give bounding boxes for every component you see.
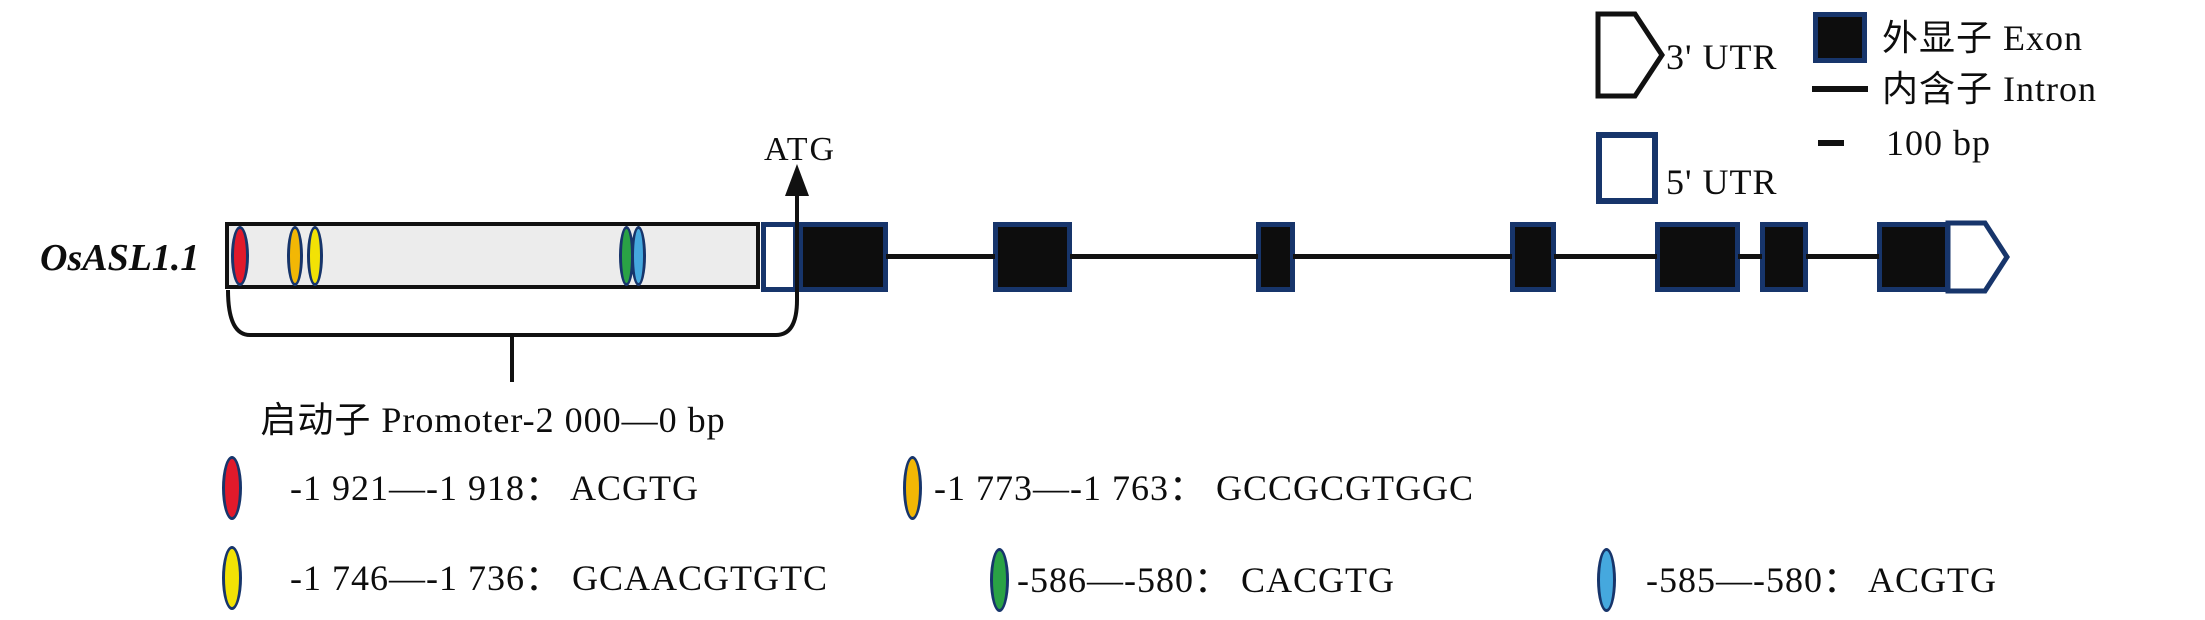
intron-legend-icon <box>1812 86 1868 92</box>
utr3-legend-label: 3' UTR <box>1666 37 1778 77</box>
utr3-legend-icon <box>1595 11 1665 99</box>
exon-3-box <box>1256 222 1295 292</box>
scalebar-legend-label: 100 bp <box>1886 123 1991 163</box>
exon-4-box <box>1510 222 1556 292</box>
motif-annotation: -1 921—-1 918： ACGTG <box>290 468 699 508</box>
motif-key-red-icon <box>222 456 242 520</box>
scalebar-legend-icon <box>1818 140 1844 146</box>
intron-2-line <box>1070 254 1258 259</box>
utr3-pentagon <box>1945 220 2010 294</box>
exon-legend-label: 外显子 Exon <box>1882 18 2083 58</box>
atg-arrowhead-icon <box>785 164 809 196</box>
intron-6-line <box>1806 254 1879 259</box>
motif-annotation: -1 773—-1 763： GCCGCGTGGC <box>934 468 1475 508</box>
intron-legend-label: 内含子 Intron <box>1882 69 2097 109</box>
intron-5-line <box>1738 254 1762 259</box>
intron-4-line <box>1554 254 1657 259</box>
gene-name-label: OsASL1.1 <box>40 237 200 279</box>
exon-6-box <box>1760 222 1808 292</box>
promoter-motif-yellow-icon <box>307 226 323 286</box>
motif-annotation: -585—-580： ACGTG <box>1646 560 1997 600</box>
motif-key-blue-icon <box>1597 548 1616 612</box>
motif-annotation: -1 746—-1 736： GCAACGTGTC <box>290 558 828 598</box>
promoter-label: 启动子 Promoter-2 000—0 bp <box>260 400 726 440</box>
intron-3-line <box>1293 254 1512 259</box>
exon-legend-icon <box>1813 12 1867 63</box>
motif-annotation: -586—-580： CACGTG <box>1017 560 1395 600</box>
utr5-legend-label: 5' UTR <box>1666 162 1778 202</box>
exon-5-box <box>1655 222 1740 292</box>
motif-key-green-icon <box>990 548 1009 612</box>
exon-1-box <box>798 222 888 292</box>
promoter-motif-red-icon <box>231 226 249 286</box>
exon-2-box <box>993 222 1072 292</box>
legend: 3' UTR 5' UTR 外显子 Exon 内含子 Intron 100 bp <box>0 0 2205 215</box>
intron-1-line <box>886 254 995 259</box>
utr5-legend-icon <box>1596 132 1658 204</box>
motif-key-orange-icon <box>903 456 922 520</box>
motif-key-yellow-icon <box>222 546 242 610</box>
promoter-motif-blue-icon <box>631 226 646 286</box>
promoter-motif-orange-icon <box>287 226 303 286</box>
start-codon-label: ATG <box>763 131 837 168</box>
